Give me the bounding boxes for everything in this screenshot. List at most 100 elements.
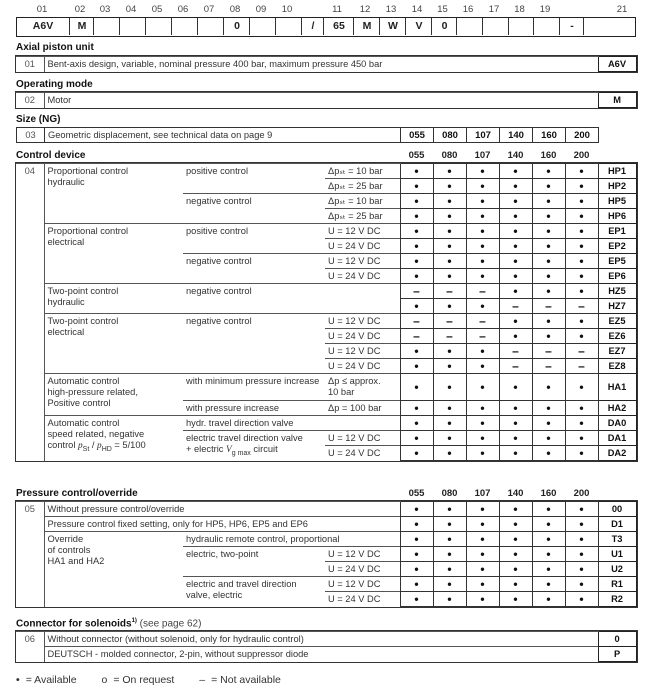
availability-cell: • xyxy=(498,253,533,269)
order-code: A6V xyxy=(597,56,637,72)
availability-cell: • xyxy=(531,531,566,547)
availability-cell: • xyxy=(432,223,467,239)
availability-cell: • xyxy=(498,561,533,577)
availability-cell: • xyxy=(531,400,566,416)
availability-cell: • xyxy=(465,178,500,194)
availability-cell: • xyxy=(399,400,434,416)
availability-cell: • xyxy=(564,415,599,431)
condition: Δpₛₜ = 10 bar xyxy=(325,193,400,209)
availability-cell: • xyxy=(531,415,566,431)
availability-cell: • xyxy=(432,400,467,416)
type-code-position: 17 xyxy=(488,4,500,15)
availability-cell: • xyxy=(531,501,566,517)
condition: U = 12 V DC xyxy=(325,343,400,359)
availability-cell: – xyxy=(432,328,467,344)
availability-cell: • xyxy=(465,400,500,416)
row-description: DEUTSCH - molded connector, 2-pin, witho… xyxy=(44,646,599,662)
order-code: HA1 xyxy=(597,373,637,401)
type-code-position: 13 xyxy=(385,4,397,15)
availability-cell: • xyxy=(399,268,434,284)
table-row: U = 24 V DC • • • • • • U2 xyxy=(16,561,637,577)
availability-cell: • xyxy=(465,358,500,374)
availability-cell: • xyxy=(465,445,500,461)
table-row: Two-point control electrical negative co… xyxy=(16,313,637,374)
availability-cell: • xyxy=(465,531,500,547)
availability-cell: • xyxy=(432,561,467,577)
size-107: 107 xyxy=(466,127,501,143)
on-request-icon: o xyxy=(101,674,108,686)
section-title-control: Control device xyxy=(16,150,86,161)
availability-cell: • xyxy=(432,238,467,254)
availability-cell: • xyxy=(498,178,533,194)
row-description: Without pressure control/override xyxy=(44,501,401,517)
order-code: D1 xyxy=(597,516,637,532)
availability-cell: • xyxy=(498,313,533,329)
availability-cell: • xyxy=(399,561,434,577)
availability-cell: • xyxy=(399,163,434,179)
table-row: U = 24 V DC • • • • • • DA2 xyxy=(16,445,637,461)
type-code-position: 12 xyxy=(359,4,371,15)
type-code-cell xyxy=(583,18,610,35)
type-code-position: 05 xyxy=(151,4,163,15)
availability-cell: • xyxy=(432,430,467,446)
availability-cell: • xyxy=(498,501,533,517)
availability-cell: • xyxy=(498,328,533,344)
type-code-position: 21 xyxy=(616,4,628,15)
availability-cell: • xyxy=(399,430,434,446)
symbol: V xyxy=(226,445,232,455)
availability-cell: • xyxy=(564,576,599,592)
order-code: R1 xyxy=(597,576,637,592)
size-200: 200 xyxy=(573,150,590,161)
availability-cell: • xyxy=(531,163,566,179)
type-code-cell xyxy=(93,18,120,35)
size-header: 055 080 107 140 160 200 xyxy=(400,150,598,161)
availability-cell: • xyxy=(432,501,467,517)
size-140: 140 xyxy=(507,488,524,499)
availability-cell: • xyxy=(564,223,599,239)
type-code-cell: 65 xyxy=(323,18,354,35)
legend-available: = Available xyxy=(25,674,77,686)
availability-cell: • xyxy=(465,373,500,401)
control-table: 04 Proportional control hydraulic positi… xyxy=(15,162,638,462)
availability-cell: – xyxy=(465,313,500,329)
availability-cell: • xyxy=(498,283,533,299)
type-code-position: 06 xyxy=(177,4,189,15)
availability-cell: • xyxy=(498,546,533,562)
table-row: U = 24 V DC • • • • • • EP2 xyxy=(16,238,637,254)
sub-label: hydr. travel direction valve xyxy=(183,415,400,431)
availability-cell: • xyxy=(399,373,434,401)
availability-cell: • xyxy=(564,591,599,607)
size-055: 055 xyxy=(408,150,425,161)
type-code-position: 01 xyxy=(36,4,48,15)
table-row: U = 24 V DC • • • • • • R2 xyxy=(16,591,637,607)
connector-note: (see page 62) xyxy=(136,618,202,630)
order-code: U2 xyxy=(597,561,637,577)
availability-cell: • xyxy=(465,591,500,607)
sub-label: electric travel direction valve + electr… xyxy=(183,430,325,461)
sub-label: electric, two-point xyxy=(183,546,325,577)
pressure-table: 05 Without pressure control/override • • •… xyxy=(15,500,638,608)
availability-cell: • xyxy=(465,501,500,517)
group-label: Override of controls HA1 and HA2 xyxy=(44,531,183,607)
type-code-position: 15 xyxy=(437,4,448,15)
type-code-cell xyxy=(456,18,483,35)
availability-cell: • xyxy=(564,373,599,401)
sub-label: positive control xyxy=(183,223,325,254)
availability-cell: • xyxy=(399,223,434,239)
availability-cell: • xyxy=(432,415,467,431)
legend-on-request: = On request xyxy=(113,674,175,686)
type-code-cell: 0 xyxy=(223,18,250,35)
section-title-connector: Connector for solenoids1) (see page 62) xyxy=(16,618,201,629)
row-description: Geometric displacement, see technical da… xyxy=(44,127,402,143)
size-160: 160 xyxy=(540,150,557,161)
size-055: 055 xyxy=(400,127,435,143)
order-code: 0 xyxy=(597,631,637,647)
connector-table: 06 Without connector (without solenoid, … xyxy=(15,630,638,663)
type-code-position: 18 xyxy=(514,4,525,15)
availability-cell: • xyxy=(432,253,467,269)
availability-cell: • xyxy=(465,561,500,577)
section-title-pressure: Pressure control/override xyxy=(16,488,138,499)
availability-cell: • xyxy=(531,223,566,239)
order-code: T3 xyxy=(597,531,637,547)
sub-label: negative control xyxy=(183,283,400,314)
